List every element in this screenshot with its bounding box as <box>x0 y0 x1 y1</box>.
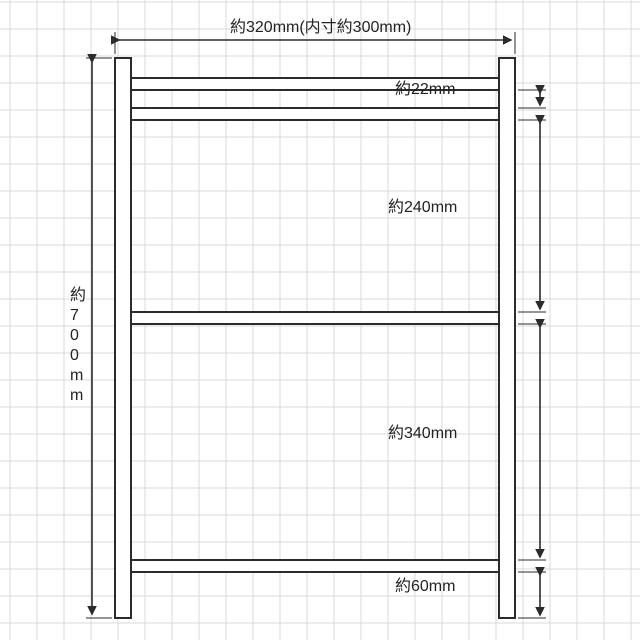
dim-right-label-3: 約60mm <box>395 577 455 595</box>
dim-left-label-char: m <box>70 367 83 384</box>
shelf-2 <box>131 108 499 120</box>
dim-right-label-1: 約240mm <box>388 198 457 216</box>
drawing-svg: 約320mm(内寸約300mm) 約 7 0 0 mm 約22mm 約240mm 約340mm 約… <box>0 0 640 640</box>
shelf-bottom <box>131 560 499 572</box>
dim-left-label-char: 0 <box>70 327 79 344</box>
left-post <box>115 58 131 618</box>
dim-top-label: 約320mm(内寸約300mm) <box>230 18 411 36</box>
dim-left-label-char: m <box>70 387 83 404</box>
dim-right-label-0: 約22mm <box>395 80 455 98</box>
dim-right-label-2: 約340mm <box>388 424 457 442</box>
dim-left-label-char: 7 <box>70 307 79 324</box>
drawing-canvas: 約320mm(内寸約300mm) 約 7 0 0 mm 約22mm 約240mm 約340mm 約… <box>0 0 640 640</box>
dim-left-label-char: 0 <box>70 347 79 364</box>
shelf-3 <box>131 312 499 324</box>
dim-left-label-char: 約 <box>70 286 86 304</box>
right-post <box>499 58 515 618</box>
